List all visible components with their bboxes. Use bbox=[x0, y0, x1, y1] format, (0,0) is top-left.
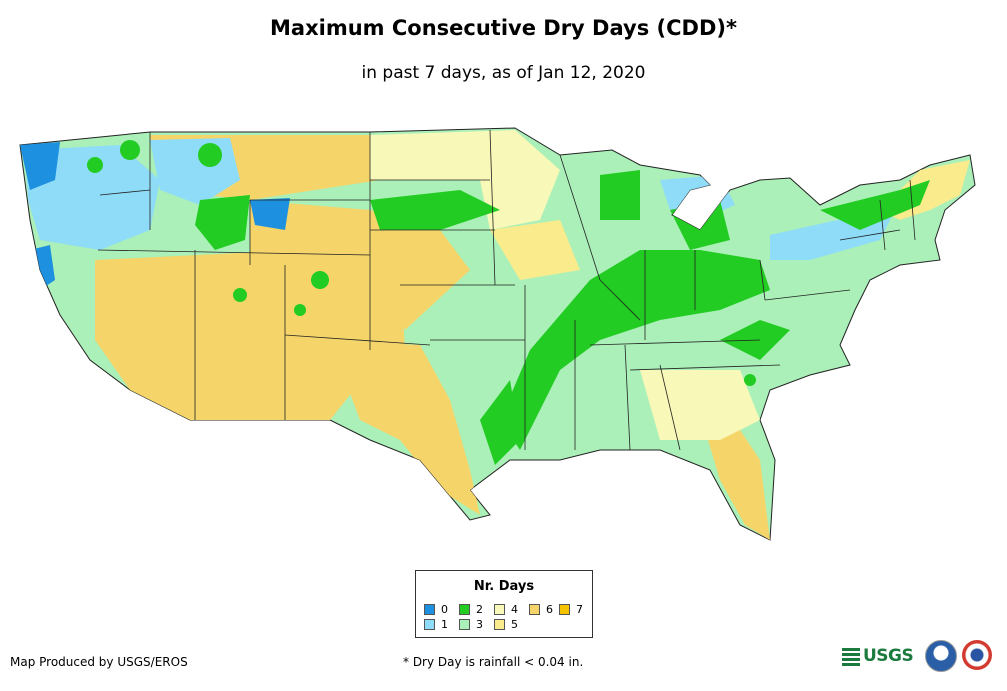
legend-label: 0 bbox=[441, 603, 448, 616]
speck-6 bbox=[233, 288, 247, 302]
region-2-texas bbox=[480, 380, 520, 465]
legend-swatch bbox=[559, 604, 570, 615]
legend-item-1: 1 bbox=[424, 618, 448, 631]
legend-swatch bbox=[459, 604, 470, 615]
map-title: Maximum Consecutive Dry Days (CDD)* bbox=[270, 16, 737, 40]
speck-4 bbox=[311, 271, 329, 289]
legend-swatch bbox=[529, 604, 540, 615]
legend-label: 2 bbox=[476, 603, 483, 616]
legend-item-5: 5 bbox=[494, 618, 518, 631]
legend-swatch bbox=[424, 604, 435, 615]
legend: Nr. Days 0 1 2 3 4 5 6 7 bbox=[415, 570, 593, 638]
legend-item-7: 7 bbox=[559, 603, 583, 616]
legend-item-3: 3 bbox=[459, 618, 483, 631]
region-2-mississippi bbox=[500, 250, 770, 450]
speck-5 bbox=[294, 304, 306, 316]
legend-label: 7 bbox=[576, 603, 583, 616]
region-6-texas bbox=[330, 340, 480, 515]
legend-label: 4 bbox=[511, 603, 518, 616]
legend-item-6: 6 bbox=[529, 603, 553, 616]
region-6-florida bbox=[705, 430, 770, 540]
legend-label: 1 bbox=[441, 618, 448, 631]
region-1-northwest bbox=[25, 145, 160, 250]
legend-title: Nr. Days bbox=[473, 579, 535, 594]
noaa-logo-icon bbox=[925, 640, 957, 672]
dry-day-note: * Dry Day is rainfall < 0.04 in. bbox=[403, 655, 584, 669]
legend-item-0: 0 bbox=[424, 603, 448, 616]
us-cdd-map bbox=[19, 127, 976, 541]
legend-item-2: 2 bbox=[459, 603, 483, 616]
map-subtitle: in past 7 days, as of Jan 12, 2020 bbox=[361, 63, 646, 83]
usgs-mark-icon bbox=[842, 646, 860, 666]
region-2-plains bbox=[370, 190, 500, 230]
region-6-southwest bbox=[95, 250, 405, 420]
legend-swatch bbox=[459, 619, 470, 630]
speck-2 bbox=[198, 143, 222, 167]
legend-swatch bbox=[494, 604, 505, 615]
producer-credit: Map Produced by USGS/EROS bbox=[10, 655, 188, 669]
region-5-southeast bbox=[640, 370, 760, 440]
legend-label: 5 bbox=[511, 618, 518, 631]
region-2-wisconsin bbox=[600, 170, 640, 220]
legend-item-4: 4 bbox=[494, 603, 518, 616]
legend-label: 6 bbox=[546, 603, 553, 616]
legend-label: 3 bbox=[476, 618, 483, 631]
region-0-washington bbox=[20, 142, 60, 190]
speck-7 bbox=[744, 374, 756, 386]
speck-1 bbox=[120, 140, 140, 160]
usgs-logo-text: USGS bbox=[863, 646, 914, 666]
legend-swatch bbox=[494, 619, 505, 630]
region-6-plains bbox=[250, 200, 470, 330]
speck-3 bbox=[87, 157, 103, 173]
region-2-northeast bbox=[820, 180, 930, 230]
region-0-idaho bbox=[250, 198, 290, 230]
region-5-north bbox=[490, 220, 580, 280]
nws-logo-icon bbox=[962, 640, 992, 670]
usgs-logo: USGS bbox=[842, 643, 920, 669]
legend-swatch bbox=[424, 619, 435, 630]
region-2-idaho bbox=[195, 195, 250, 250]
